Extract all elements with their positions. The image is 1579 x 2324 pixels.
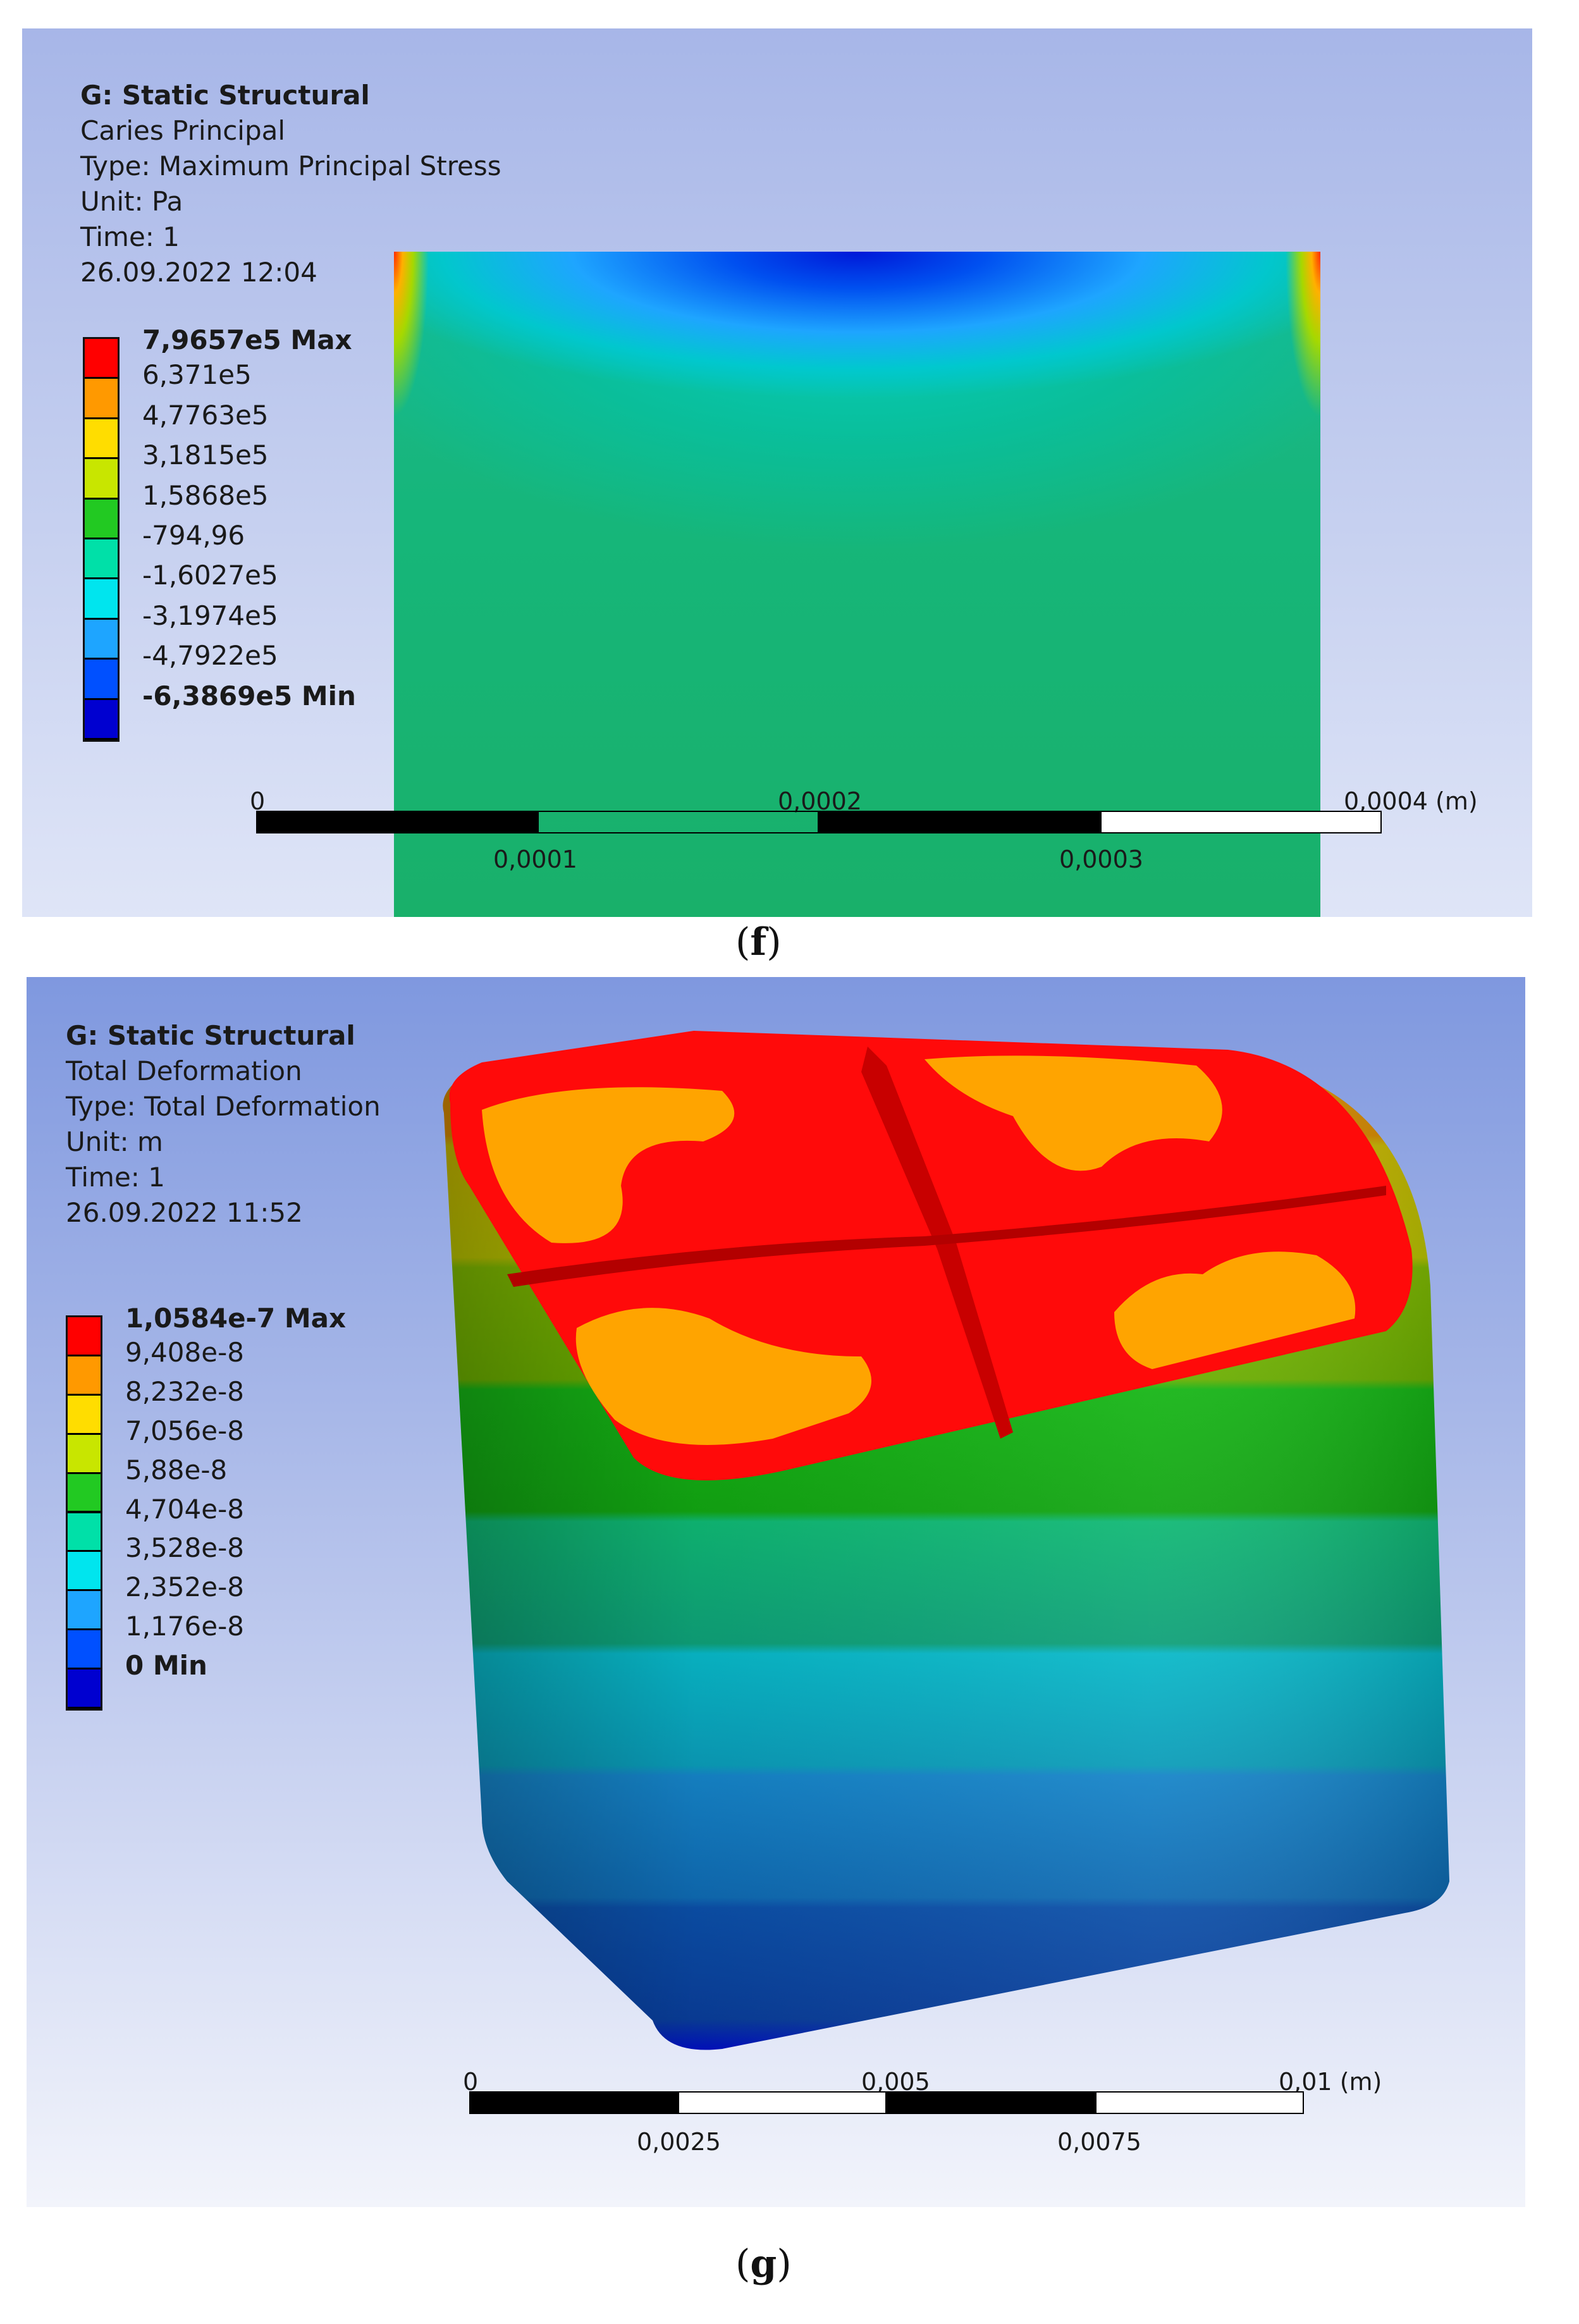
contour-patch (482, 1087, 735, 1243)
legend-label: -3,1974e5 (142, 599, 278, 631)
scale-label-mid: 0,0002 (778, 787, 862, 815)
result-name: Total Deformation (66, 1055, 302, 1086)
scale-label-0: 0 (463, 2068, 479, 2096)
legend-label: 6,371e5 (142, 359, 252, 391)
legend-label: 1,5868e5 (142, 479, 269, 511)
result-timestamp: 26.09.2022 11:52 (66, 1197, 303, 1228)
figure-caption-f: (f) (735, 920, 782, 964)
scale-segment-3 (819, 811, 1100, 833)
scale-label-q1: 0,0025 (637, 2128, 721, 2156)
result-unit: Unit: m (66, 1126, 163, 1157)
deformation-result-viewport[interactable]: G: Static Structural Total Deformation T… (27, 977, 1525, 2207)
legend-label: -794,96 (142, 520, 245, 551)
legend-label: 5,88e-8 (125, 1454, 228, 1485)
scale-segment-4 (1095, 2091, 1304, 2114)
legend-swatch (68, 1630, 101, 1668)
result-unit: Unit: Pa (80, 186, 183, 217)
legend-label: -6,3869e5 Min (142, 680, 356, 711)
result-info-block: G: Static Structural Total Deformation T… (66, 1018, 381, 1231)
legend-label: 7,056e-8 (125, 1415, 244, 1446)
contour-patch (1114, 1251, 1356, 1369)
result-timestamp: 26.09.2022 12:04 (80, 257, 317, 288)
legend-label: 9,408e-8 (125, 1336, 244, 1368)
legend-swatch (85, 539, 118, 578)
scale-segment-3 (887, 2091, 1095, 2114)
legend-swatch (85, 499, 118, 538)
scale-segment-2 (538, 811, 819, 833)
legend-swatch (68, 1591, 101, 1629)
scale-label-mid: 0,005 (861, 2068, 930, 2096)
color-legend[interactable]: 1,0584e-7 Max 9,408e-8 8,232e-8 7,056e-8 5,8… (66, 1303, 382, 1711)
analysis-title: G: Static Structural (80, 80, 370, 111)
scale-segment-1 (256, 811, 538, 833)
legend-swatch (85, 579, 118, 618)
legend-label: 1,176e-8 (125, 1611, 244, 1642)
stress-result-viewport[interactable]: G: Static Structural Caries Principal Ty… (22, 28, 1532, 917)
legend-label: 8,232e-8 (125, 1375, 244, 1407)
figure-caption-g: (g) (735, 2242, 792, 2286)
corner-hotspot-left (394, 252, 429, 416)
contour-patch (575, 1308, 871, 1445)
legend-swatch (85, 459, 118, 498)
legend-swatch (68, 1395, 101, 1433)
analysis-title: G: Static Structural (66, 1020, 355, 1051)
legend-label: 3,528e-8 (125, 1532, 244, 1564)
legend-label: 1,0584e-7 Max (125, 1303, 347, 1334)
scale-label-q3: 0,0003 (1059, 845, 1143, 873)
scale-segment-2 (678, 2091, 887, 2114)
legend-label: 4,7763e5 (142, 399, 269, 431)
scale-segment-1 (469, 2091, 678, 2114)
legend-label: -1,6027e5 (142, 560, 278, 591)
legend-swatch (68, 1317, 101, 1355)
legend-swatch (85, 619, 118, 658)
fissure-groove (507, 1186, 1386, 1287)
result-type: Type: Total Deformation (66, 1091, 381, 1122)
legend-swatch (85, 699, 118, 738)
result-info-block: G: Static Structural Caries Principal Ty… (80, 78, 501, 290)
color-legend[interactable]: 7,9657e5 Max 6,371e5 4,7763e5 3,1815e5 1,586… (83, 324, 399, 742)
legend-swatch (68, 1669, 101, 1707)
scale-label-q3: 0,0075 (1057, 2128, 1141, 2156)
scale-label-end: 0,0004 (m) (1344, 787, 1478, 815)
stress-contour-plot[interactable] (394, 252, 1320, 917)
result-type: Type: Maximum Principal Stress (80, 151, 501, 181)
legend-label: 4,704e-8 (125, 1493, 244, 1525)
legend-swatch (85, 419, 118, 458)
scale-segment-4 (1100, 811, 1382, 833)
legend-swatch (85, 379, 118, 417)
legend-swatch (85, 660, 118, 698)
contour-patch (925, 1055, 1222, 1171)
deformed-tooth-model[interactable] (27, 977, 1525, 2207)
result-time: Time: 1 (80, 221, 180, 252)
scale-label-end: 0,01 (m) (1279, 2068, 1382, 2096)
legend-label: 7,9657e5 Max (142, 324, 352, 355)
legend-swatch (85, 339, 118, 378)
scale-label-0: 0 (250, 787, 266, 815)
legend-label: -4,7922e5 (142, 640, 278, 672)
corner-hotspot-right (1286, 252, 1320, 416)
legend-label: 2,352e-8 (125, 1571, 244, 1603)
result-time: Time: 1 (66, 1162, 166, 1193)
legend-label: 3,1815e5 (142, 440, 269, 471)
result-name: Caries Principal (80, 115, 286, 146)
scale-label-q1: 0,0001 (493, 845, 577, 873)
legend-label: 0 Min (125, 1650, 207, 1682)
legend-swatch (68, 1434, 101, 1472)
legend-swatch (68, 1356, 101, 1394)
legend-swatch (68, 1473, 101, 1511)
legend-swatch (68, 1552, 101, 1590)
legend-swatch (68, 1513, 101, 1551)
